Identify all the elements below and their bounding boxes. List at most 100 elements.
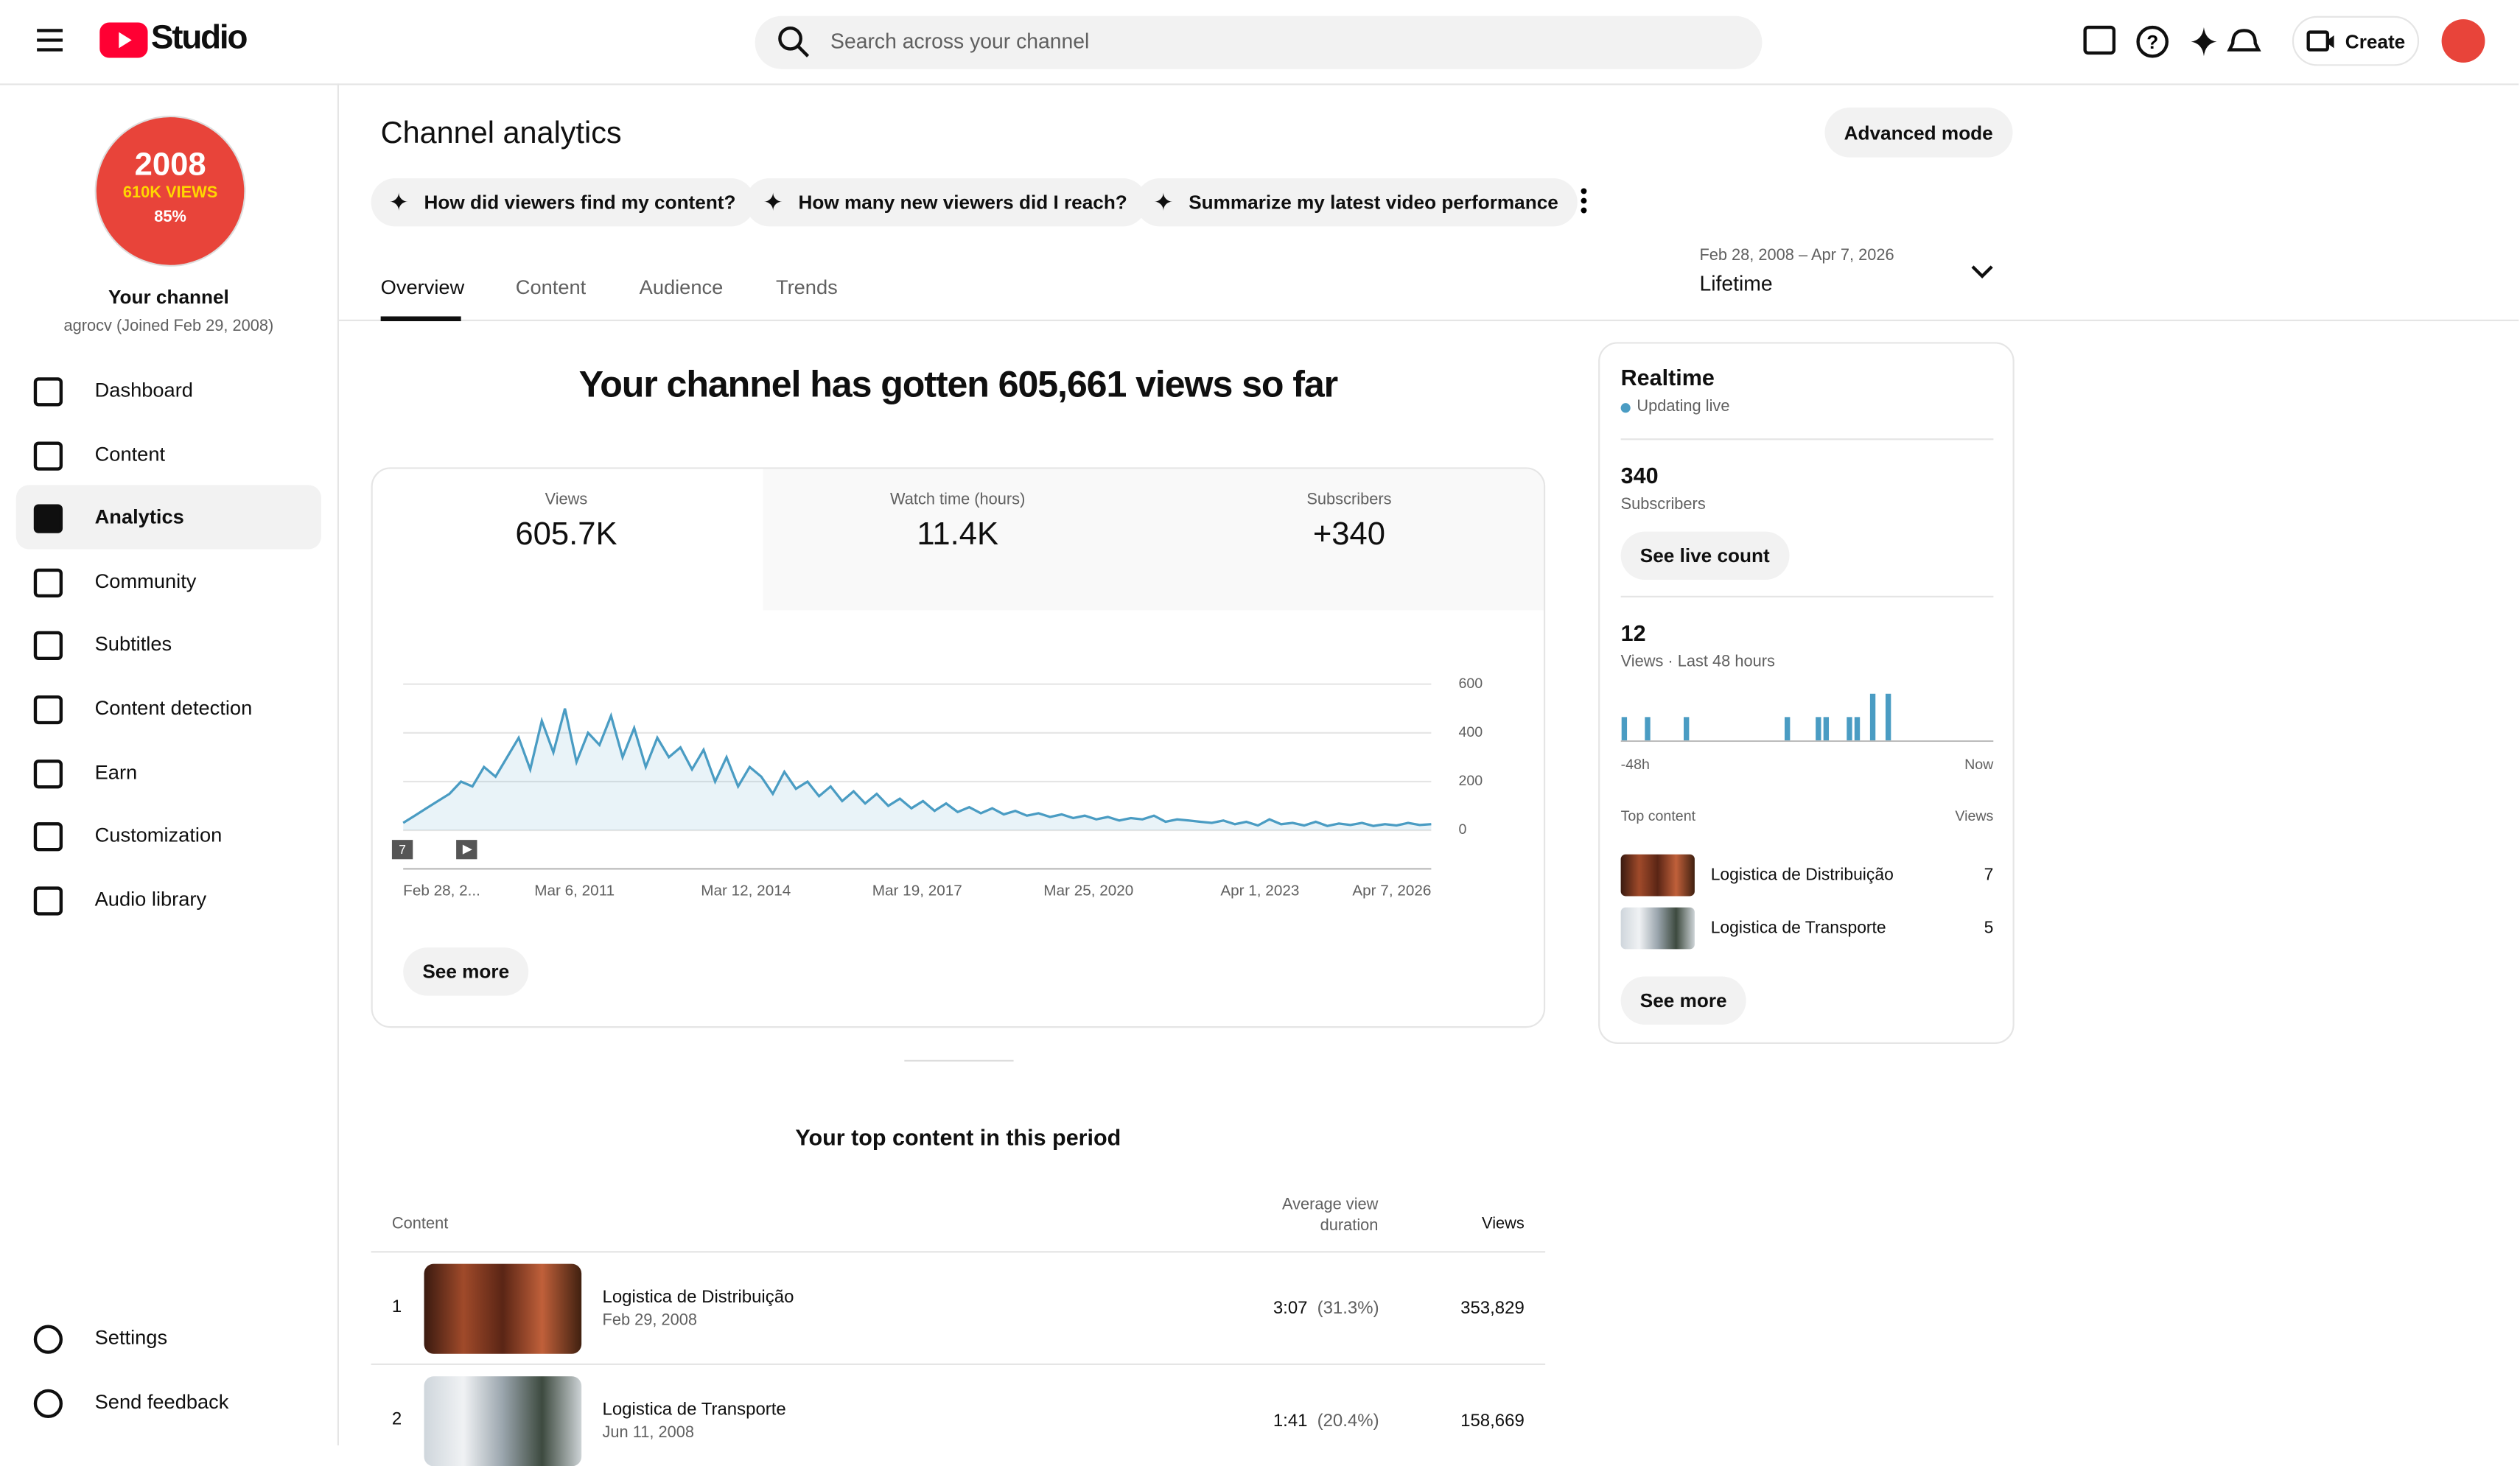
nav-icon[interactable] — [33, 822, 63, 852]
axis-start: -48h — [1620, 756, 1650, 773]
header-icons[interactable]: ? — [2082, 24, 2275, 60]
nav-item[interactable]: Settings — [94, 1326, 168, 1350]
nav-icon[interactable] — [33, 631, 63, 661]
tab[interactable]: Overview — [380, 276, 465, 299]
live-count-button[interactable]: See live count — [1620, 531, 1789, 580]
menu-icon[interactable] — [35, 27, 64, 53]
period[interactable]: Lifetime — [1699, 271, 1773, 296]
prompt-chip[interactable]: How many new viewers did I reach? — [745, 178, 1147, 227]
nav-icon[interactable] — [33, 759, 63, 788]
svg-text:?: ? — [2146, 31, 2158, 53]
x-tick-label: Apr 1, 2023 — [1220, 882, 1299, 899]
badge — [391, 840, 413, 860]
thumbnail[interactable] — [424, 1263, 582, 1354]
metric-value[interactable]: +340 — [1312, 516, 1386, 553]
nav-item[interactable]: Content detection — [94, 697, 253, 720]
nav-icon[interactable] — [33, 441, 63, 470]
prompt-chip[interactable]: Summarize my latest video performance — [1135, 178, 1578, 227]
nav-icon[interactable] — [33, 504, 63, 534]
bar — [1684, 717, 1690, 740]
live-dot — [1620, 403, 1631, 413]
realtime-see-more[interactable]: See more — [1620, 976, 1746, 1025]
nav-icon[interactable] — [33, 568, 63, 597]
x-tick-label: Apr 7, 2026 — [1352, 882, 1431, 899]
date-range[interactable]: Feb 28, 2008 – Apr 7, 2026 — [1699, 247, 1894, 265]
nav-item[interactable]: Content — [94, 442, 166, 466]
nav-item[interactable]: Subtitles — [94, 633, 172, 656]
item-title[interactable]: Logistica de Distribuição — [1710, 866, 1894, 885]
views-chart: 0 200 400 600 7 Feb 28, 2... Mar 6, 2011 Mar 12… — [391, 676, 1483, 899]
create-label[interactable]: Create — [2345, 30, 2406, 53]
thumbnail[interactable] — [424, 1376, 582, 1466]
search-placeholder[interactable]: Search across your channel — [830, 29, 1090, 53]
views: 353,829 — [1460, 1299, 1525, 1319]
tab[interactable]: Content — [515, 276, 587, 299]
metric-value[interactable]: 11.4K — [917, 516, 999, 553]
nav-item[interactable]: Send feedback — [94, 1390, 229, 1414]
nav-item[interactable]: Analytics — [94, 506, 184, 529]
advanced-mode-button[interactable]: Advanced mode — [1824, 108, 2012, 158]
sparkle-icon: ✦ — [763, 189, 783, 217]
metric-label[interactable]: Views — [545, 491, 588, 510]
line — [402, 708, 1432, 827]
prompt-chip[interactable]: How did viewers find my content? — [371, 178, 755, 227]
metric-label[interactable]: Subscribers — [1306, 491, 1392, 510]
realtime-status: Updating live — [1637, 398, 1730, 416]
nav-item[interactable]: Community — [94, 569, 197, 592]
nav-active-bg — [15, 485, 322, 550]
thumbnail[interactable] — [1620, 854, 1695, 897]
tab-underline — [380, 316, 461, 321]
nav-item[interactable]: Audio library — [94, 888, 207, 911]
see-more-button[interactable]: See more — [403, 947, 529, 996]
nav-item[interactable]: Earn — [94, 760, 138, 783]
search-box[interactable] — [755, 15, 1763, 69]
nav-icon[interactable] — [33, 885, 63, 916]
thumbnail[interactable] — [1620, 907, 1695, 950]
subscriber-label: Subscribers — [1620, 496, 1706, 514]
nav-icon[interactable] — [33, 377, 63, 407]
views: 158,669 — [1460, 1411, 1525, 1431]
realtime-views-label: Views · Last 48 hours — [1620, 653, 1775, 672]
tab[interactable]: Audience — [639, 276, 724, 299]
video-date: Feb 29, 2008 — [602, 1312, 697, 1330]
x-tick-label: Mar 25, 2020 — [1043, 882, 1133, 899]
tab[interactable]: Trends — [775, 276, 838, 299]
nav-item[interactable]: Dashboard — [94, 379, 193, 401]
more-icon[interactable] — [1578, 186, 1590, 215]
bar — [1885, 693, 1891, 740]
y-tick-label: 0 — [1458, 821, 1466, 838]
search-icon — [778, 26, 810, 57]
account-avatar[interactable] — [2441, 19, 2485, 63]
row-divider — [371, 1251, 1546, 1253]
rank: 1 — [391, 1297, 402, 1317]
item-title[interactable]: Logistica de Transporte — [1710, 918, 1886, 939]
nav-icon[interactable] — [33, 1389, 63, 1418]
channel-avatar[interactable] — [94, 115, 246, 267]
bar — [1816, 717, 1821, 740]
y-tick-label: 200 — [1458, 773, 1483, 789]
create-button[interactable] — [2292, 15, 2420, 66]
video-title[interactable]: Logistica de Distribuição — [602, 1288, 794, 1308]
bar — [1869, 693, 1876, 740]
column-header: Average view duration — [1281, 1196, 1379, 1235]
metric-value[interactable]: 605.7K — [515, 516, 617, 553]
channel-title: Your channel — [108, 286, 229, 309]
video-date: Jun 11, 2008 — [602, 1424, 694, 1442]
create-icon — [2306, 30, 2334, 52]
dropdown-icon[interactable] — [1971, 264, 1994, 280]
divider — [1620, 595, 1994, 597]
avatar-year: 2008 — [134, 147, 206, 183]
item-views: 5 — [1984, 918, 1994, 939]
tabs-divider — [338, 319, 2519, 321]
nav-item[interactable]: Customization — [94, 824, 223, 847]
nav-icon[interactable] — [33, 695, 63, 725]
x-tick-label: Mar 12, 2014 — [701, 882, 791, 899]
x-tick-label: Feb 28, 2... — [403, 882, 480, 899]
top-label: Top content — [1620, 807, 1696, 824]
logo-icon[interactable] — [99, 22, 148, 58]
nav-icon[interactable] — [33, 1325, 63, 1354]
metric-label[interactable]: Watch time (hours) — [890, 491, 1026, 510]
video-title[interactable]: Logistica de Transporte — [602, 1400, 786, 1420]
play-icon — [462, 844, 472, 855]
column-header: Views — [1482, 1216, 1525, 1234]
